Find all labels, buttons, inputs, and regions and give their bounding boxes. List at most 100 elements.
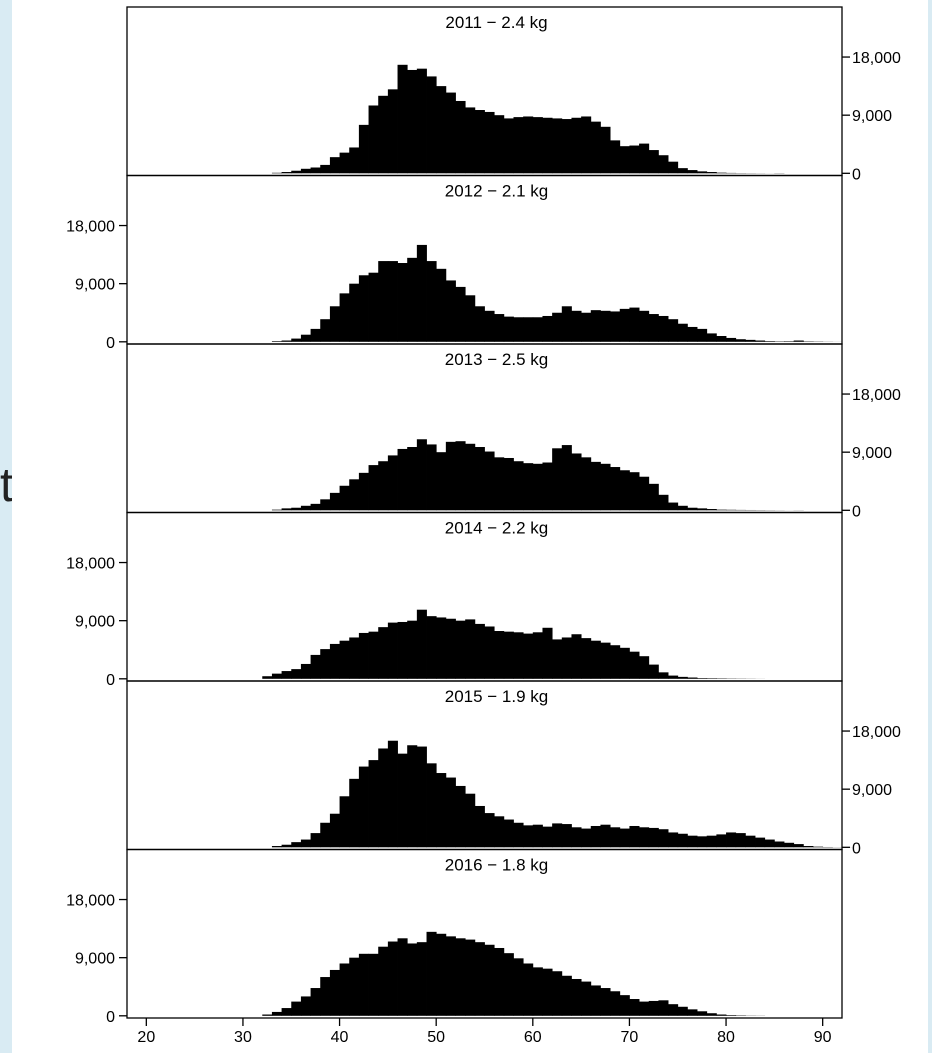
histogram-bar <box>320 977 331 1016</box>
histogram-bar <box>494 631 505 679</box>
histogram-bar <box>523 317 534 342</box>
histogram-bar <box>697 1011 708 1016</box>
histogram-bar <box>581 828 592 848</box>
histogram-bar <box>310 328 321 342</box>
y-tick-label: 0 <box>852 503 861 520</box>
histogram-bar <box>513 117 524 174</box>
histogram-bar <box>387 261 398 342</box>
panel-title: 2012 − 2.1 kg <box>445 182 549 201</box>
histogram-bar <box>397 938 408 1016</box>
y-tick-label: 9,000 <box>852 445 892 462</box>
histogram-bar <box>552 971 563 1016</box>
histogram-bar <box>648 1000 659 1016</box>
histogram-bar <box>532 632 543 679</box>
histogram-bar <box>764 341 775 342</box>
histogram-bar <box>271 341 282 342</box>
histogram-bar <box>291 669 302 679</box>
histogram-bar <box>552 448 563 511</box>
histogram-bar <box>271 846 282 848</box>
histogram-bar <box>532 967 543 1016</box>
histogram-bar <box>484 111 495 174</box>
y-tick-label: 18,000 <box>852 50 901 67</box>
y-tick-label: 18,000 <box>66 556 115 573</box>
histogram-bar <box>677 833 688 848</box>
histogram-bar <box>610 827 621 848</box>
histogram-bar <box>658 494 669 511</box>
histogram-bar <box>445 92 456 174</box>
histogram-bar <box>465 443 476 511</box>
y-tick-label: 18,000 <box>852 724 901 741</box>
histogram-bar <box>426 76 437 174</box>
panel-6: 2016 − 1.8 kg 0 9,000 18,000 <box>66 848 843 1026</box>
histogram-bar <box>697 836 708 848</box>
histogram-bar <box>358 953 369 1016</box>
histogram-bar <box>397 621 408 679</box>
histogram-bar <box>590 461 601 511</box>
histogram-bar <box>310 503 321 511</box>
histogram-bar <box>803 846 814 848</box>
histogram-bar <box>610 140 621 174</box>
histogram-bar <box>571 117 582 174</box>
histogram-bar <box>484 944 495 1016</box>
histogram-bar <box>542 117 553 174</box>
histogram-bar <box>581 116 592 174</box>
histogram-bar <box>561 975 572 1016</box>
histogram-bar <box>484 813 495 848</box>
y-tick-label: 0 <box>106 1009 115 1026</box>
histogram-bar <box>349 283 360 342</box>
histogram-bar <box>629 145 640 174</box>
histogram-bar <box>532 463 543 511</box>
histogram-bar <box>561 119 572 174</box>
y-tick-label: 18,000 <box>852 387 901 404</box>
histogram-bar <box>291 842 302 848</box>
histogram-bar <box>793 844 804 848</box>
histogram-bar <box>590 310 601 342</box>
histogram-bar <box>668 502 679 511</box>
y-tick-label: 9,000 <box>75 614 115 631</box>
histogram-bar <box>339 796 350 848</box>
histogram-bar <box>610 311 621 342</box>
histogram-bar <box>668 675 679 679</box>
histogram-bar <box>358 766 369 848</box>
histogram-bar <box>677 323 688 342</box>
histogram-bar <box>455 938 466 1016</box>
y-tick-label: 0 <box>852 166 861 183</box>
histogram-bar <box>397 64 408 174</box>
histogram-bar <box>455 441 466 511</box>
histogram-bar <box>378 946 389 1016</box>
histogram-bar <box>262 676 273 679</box>
histogram-bar <box>426 616 437 679</box>
histogram-bar <box>339 485 350 511</box>
histogram-bar <box>513 317 524 342</box>
histogram-bar <box>590 121 601 174</box>
histogram-bar <box>271 673 282 679</box>
histogram-bar <box>668 832 679 848</box>
histogram-bar <box>503 953 514 1016</box>
histogram-bar <box>706 835 717 848</box>
x-tick-label: 30 <box>234 1029 252 1046</box>
histogram-bar <box>445 618 456 679</box>
histogram-bar <box>813 846 824 848</box>
histogram-bar <box>648 664 659 679</box>
histogram-bar <box>600 824 611 848</box>
y-tick-label: 0 <box>106 335 115 352</box>
histogram-bar <box>436 268 447 342</box>
histogram-bar <box>339 640 350 679</box>
histogram-bar <box>619 647 630 679</box>
histogram-bar <box>581 457 592 511</box>
histogram-bar <box>503 819 514 848</box>
histogram-bar <box>532 117 543 174</box>
histogram-bar <box>639 1001 650 1016</box>
histogram-bar <box>639 310 650 342</box>
histogram-bar <box>436 773 447 848</box>
histogram-bar <box>600 988 611 1016</box>
histogram-bar <box>416 609 427 679</box>
histogram-bar <box>668 319 679 342</box>
histogram-bar <box>590 985 601 1016</box>
histogram-bar <box>320 164 331 174</box>
histogram-bar <box>300 996 311 1016</box>
histogram-bar <box>465 107 476 174</box>
histogram-bar <box>581 638 592 679</box>
histogram-bar <box>484 310 495 342</box>
histogram-bar <box>281 172 292 174</box>
